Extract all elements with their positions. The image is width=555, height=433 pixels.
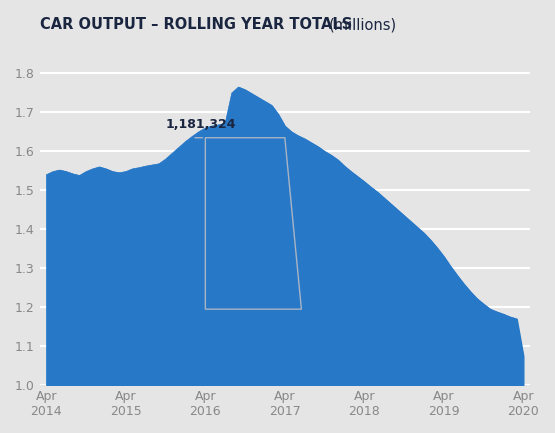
- Text: (millions): (millions): [329, 17, 396, 32]
- Text: 1,181,324: 1,181,324: [165, 118, 236, 131]
- Text: CAR OUTPUT – ROLLING YEAR TOTALS: CAR OUTPUT – ROLLING YEAR TOTALS: [40, 17, 357, 32]
